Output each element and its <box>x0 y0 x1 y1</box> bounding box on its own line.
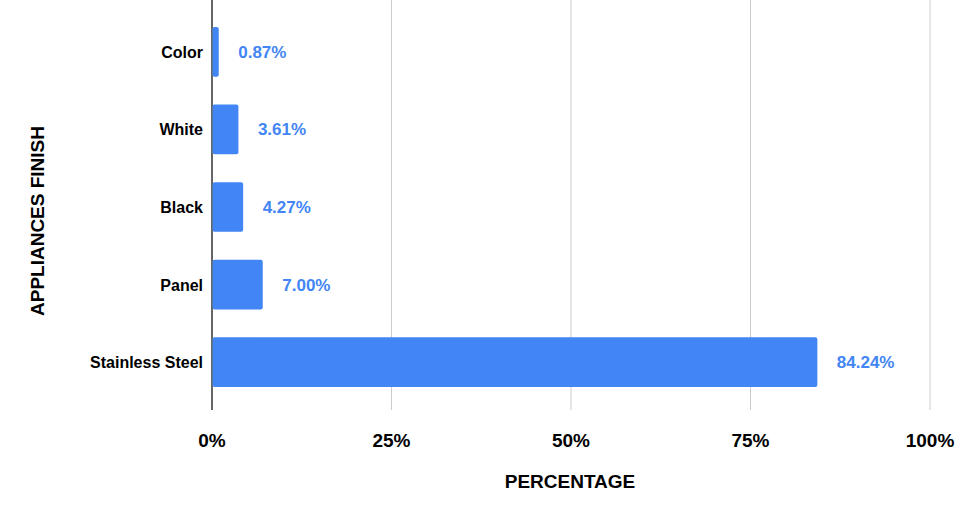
category-label: Stainless Steel <box>90 354 203 371</box>
data-label: 3.61% <box>258 120 306 139</box>
grid-line <box>212 0 213 410</box>
category-label: Panel <box>160 277 203 294</box>
data-label: 84.24% <box>837 353 895 372</box>
x-axis-label: PERCENTAGE <box>505 471 636 492</box>
category-label: Black <box>160 199 203 216</box>
tick-label: 75% <box>731 430 769 451</box>
tick-label: 100% <box>906 430 955 451</box>
data-label: 7.00% <box>282 276 330 295</box>
axis-line <box>212 0 213 410</box>
y-axis-label: APPLIANCES FINISH <box>27 126 48 316</box>
bar <box>213 337 818 387</box>
data-label: 0.87% <box>238 43 286 62</box>
bars <box>213 27 818 387</box>
bar <box>213 105 239 155</box>
bar <box>213 27 219 77</box>
bar <box>213 182 244 232</box>
tick-label: 50% <box>552 430 590 451</box>
chart: 0% 25% 50% 75% 100% 0.87% Color 3.61% White 4.27%… <box>0 0 978 509</box>
category-label: Color <box>161 44 203 61</box>
bar <box>213 260 263 310</box>
tick-label: 25% <box>372 430 410 451</box>
data-label: 4.27% <box>263 198 311 217</box>
category-label: White <box>159 121 203 138</box>
grid-line <box>930 0 931 410</box>
tick-label: 0% <box>198 430 226 451</box>
